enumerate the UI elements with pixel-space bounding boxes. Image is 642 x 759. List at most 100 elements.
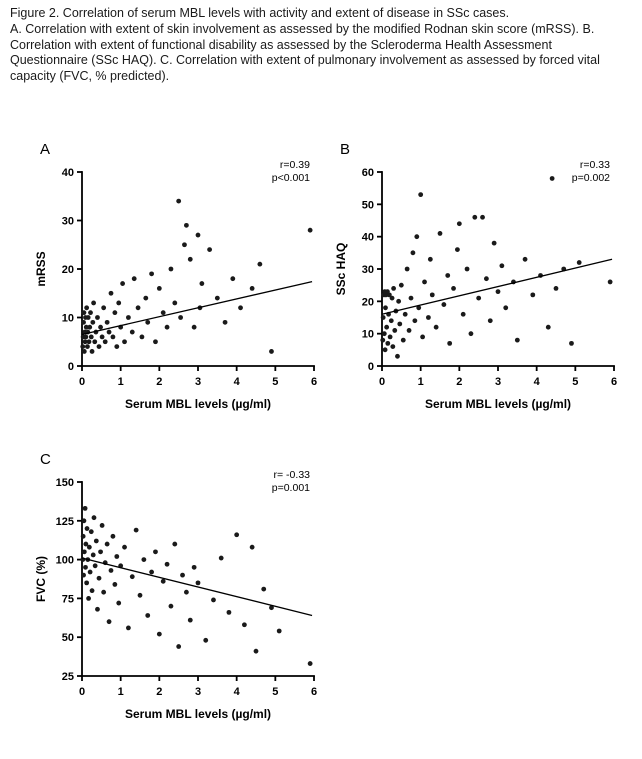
data-point <box>156 631 162 637</box>
data-point <box>187 256 193 262</box>
data-point <box>114 554 120 559</box>
axes <box>81 481 315 677</box>
data-point <box>81 572 86 578</box>
data-point <box>80 344 86 349</box>
data-point <box>131 276 137 282</box>
data-point <box>569 340 574 346</box>
data-point <box>90 552 96 558</box>
data-point <box>83 541 89 547</box>
data-point <box>307 661 313 666</box>
data-point <box>172 541 178 547</box>
data-point <box>92 563 98 569</box>
data-point <box>84 526 90 531</box>
data-point <box>96 575 102 581</box>
data-point <box>553 286 559 291</box>
data-point <box>455 247 460 252</box>
figure-caption: Figure 2. Correlation of serum MBL level… <box>10 6 625 85</box>
data-point <box>168 266 174 272</box>
data-point <box>249 544 255 550</box>
data-point <box>269 605 274 611</box>
data-point <box>420 334 425 340</box>
panel-label: A <box>40 141 50 158</box>
x-tick-label: 3 <box>195 686 201 698</box>
data-point <box>81 310 87 316</box>
data-point <box>126 315 131 320</box>
regression-line <box>81 557 313 617</box>
data-point <box>87 324 93 330</box>
data-point <box>451 286 456 291</box>
data-point <box>112 582 118 587</box>
x-tick-label: 0 <box>79 376 85 388</box>
figure-caption-title: Figure 2. Correlation of serum MBL level… <box>10 6 510 20</box>
data-point <box>106 329 112 335</box>
data-point <box>83 324 89 330</box>
x-tick-label: 5 <box>272 376 278 388</box>
data-point <box>122 544 127 550</box>
data-point <box>499 263 505 269</box>
scatter-panel-b: 0 10 20 30 40 50 60 0 1 2 3 4 5 6 r=0.33p=0.002 B SSc HA… <box>334 141 617 411</box>
data-point <box>381 331 387 337</box>
data-point <box>110 533 116 539</box>
regression-line <box>381 258 613 315</box>
data-point <box>408 295 414 301</box>
annotation-p-value: p=0.002 <box>572 172 610 184</box>
data-point <box>85 315 91 320</box>
y-tick-label: 0 <box>368 361 374 373</box>
data-point <box>108 290 114 296</box>
data-point <box>380 315 386 320</box>
data-point <box>576 260 582 265</box>
data-point <box>184 589 189 595</box>
data-point <box>153 549 158 555</box>
annotation-p-value: p=0.001 <box>272 482 310 494</box>
data-point <box>530 292 536 298</box>
data-point <box>191 324 197 330</box>
data-point <box>397 321 403 327</box>
axes <box>81 171 315 367</box>
data-point <box>491 240 497 246</box>
data-point <box>395 353 400 359</box>
data-point <box>184 222 189 228</box>
x-tick-label: 2 <box>456 376 462 388</box>
data-point <box>135 305 141 311</box>
data-point <box>307 227 313 233</box>
data-point <box>222 319 228 325</box>
data-point <box>503 305 509 311</box>
data-point <box>164 324 170 330</box>
data-point <box>95 606 100 612</box>
data-point <box>211 597 216 603</box>
scatter-points <box>80 505 313 666</box>
data-point <box>91 515 97 521</box>
data-point <box>203 637 209 643</box>
data-point <box>412 318 418 324</box>
data-point <box>389 295 395 301</box>
data-point <box>187 617 193 623</box>
data-point <box>607 279 613 285</box>
data-point <box>133 527 139 533</box>
data-point <box>137 592 143 598</box>
data-point <box>484 276 489 282</box>
data-point <box>384 324 390 330</box>
data-point <box>433 324 439 330</box>
x-tick-label: 6 <box>611 376 617 388</box>
data-point <box>410 250 416 256</box>
data-point <box>139 334 145 340</box>
data-point <box>86 596 91 601</box>
data-point <box>101 589 107 595</box>
x-tick-label: 3 <box>195 376 201 388</box>
data-point <box>218 555 224 561</box>
data-point <box>404 266 410 272</box>
x-tick-label: 1 <box>118 686 124 698</box>
data-point <box>396 298 402 304</box>
data-point <box>141 557 147 562</box>
data-point <box>110 334 116 340</box>
y-tick-label: 150 <box>56 477 74 489</box>
y-tick-label: 60 <box>362 167 374 179</box>
figure-caption-body: A. Correlation with extent of skin invol… <box>10 21 600 84</box>
data-point <box>422 279 427 285</box>
data-point <box>99 334 105 340</box>
data-point <box>226 609 232 615</box>
data-point <box>86 339 92 345</box>
data-point <box>81 549 87 555</box>
data-point <box>445 273 451 278</box>
